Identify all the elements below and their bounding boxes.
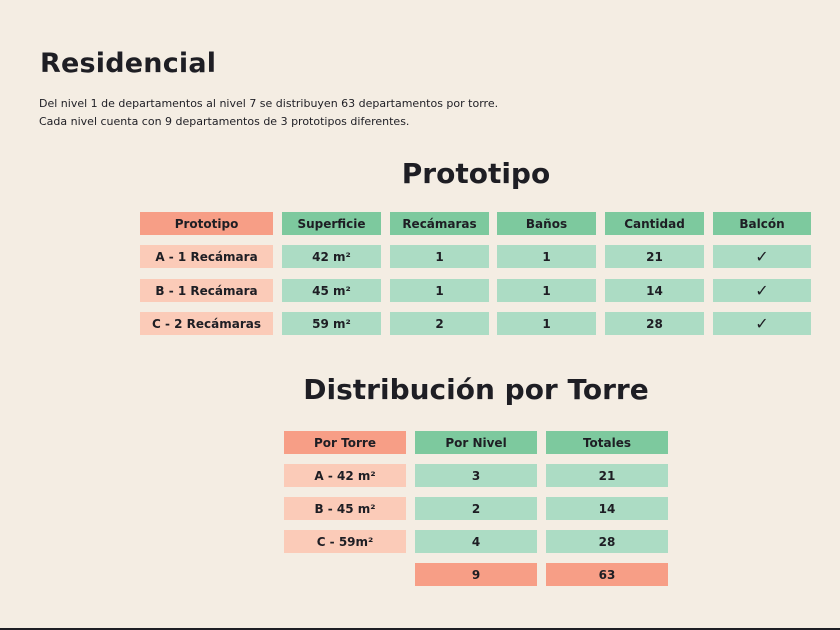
- distribucion-row-c-total: 28: [546, 530, 668, 553]
- prototipo-row-b-banos: 1: [497, 279, 596, 302]
- distribucion-row-b-torre: B - 45 m²: [284, 497, 406, 520]
- prototipo-row-c-balcon-check-icon: ✓: [713, 312, 811, 335]
- header-totales: Totales: [546, 431, 668, 454]
- page-title: Residencial: [40, 48, 217, 79]
- distribucion-total-general: 63: [546, 563, 668, 586]
- prototipo-row-a-name: A - 1 Recámara: [140, 245, 273, 268]
- intro-line-2: Cada nivel cuenta con 9 departamentos de…: [39, 115, 410, 128]
- prototipo-row-b-cantidad: 14: [605, 279, 704, 302]
- bottom-divider: [0, 628, 840, 630]
- header-superficie: Superficie: [282, 212, 381, 235]
- prototipo-row-b-recamaras: 1: [390, 279, 489, 302]
- prototipo-row-b-name: B - 1 Recámara: [140, 279, 273, 302]
- header-cantidad: Cantidad: [605, 212, 704, 235]
- distribucion-row-c-torre: C - 59m²: [284, 530, 406, 553]
- prototipo-row-b-balcon-check-icon: ✓: [713, 279, 811, 302]
- distribucion-row-a-total: 21: [546, 464, 668, 487]
- header-prototipo: Prototipo: [140, 212, 273, 235]
- prototipo-section-title: Prototipo: [401, 157, 551, 190]
- header-por-nivel: Por Nivel: [415, 431, 537, 454]
- distribucion-row-c-nivel: 4: [415, 530, 537, 553]
- prototipo-row-c-superficie: 59 m²: [282, 312, 381, 335]
- distribucion-section-title: Distribución por Torre: [303, 373, 649, 406]
- prototipo-row-a-superficie: 42 m²: [282, 245, 381, 268]
- prototipo-row-b-superficie: 45 m²: [282, 279, 381, 302]
- distribucion-total-nivel: 9: [415, 563, 537, 586]
- prototipo-row-a-balcon-check-icon: ✓: [713, 245, 811, 268]
- prototipo-row-a-cantidad: 21: [605, 245, 704, 268]
- distribucion-row-b-nivel: 2: [415, 497, 537, 520]
- distribucion-row-a-nivel: 3: [415, 464, 537, 487]
- distribucion-row-a-torre: A - 42 m²: [284, 464, 406, 487]
- prototipo-row-c-cantidad: 28: [605, 312, 704, 335]
- intro-line-1: Del nivel 1 de departamentos al nivel 7 …: [39, 97, 499, 110]
- prototipo-row-c-recamaras: 2: [390, 312, 489, 335]
- prototipo-row-c-banos: 1: [497, 312, 596, 335]
- prototipo-row-c-name: C - 2 Recámaras: [140, 312, 273, 335]
- header-recamaras: Recámaras: [390, 212, 489, 235]
- header-banos: Baños: [497, 212, 596, 235]
- intro-text: Del nivel 1 de departamentos al nivel 7 …: [39, 95, 639, 131]
- distribucion-row-b-total: 14: [546, 497, 668, 520]
- prototipo-row-a-banos: 1: [497, 245, 596, 268]
- header-por-torre: Por Torre: [284, 431, 406, 454]
- prototipo-row-a-recamaras: 1: [390, 245, 489, 268]
- header-balcon: Balcón: [713, 212, 811, 235]
